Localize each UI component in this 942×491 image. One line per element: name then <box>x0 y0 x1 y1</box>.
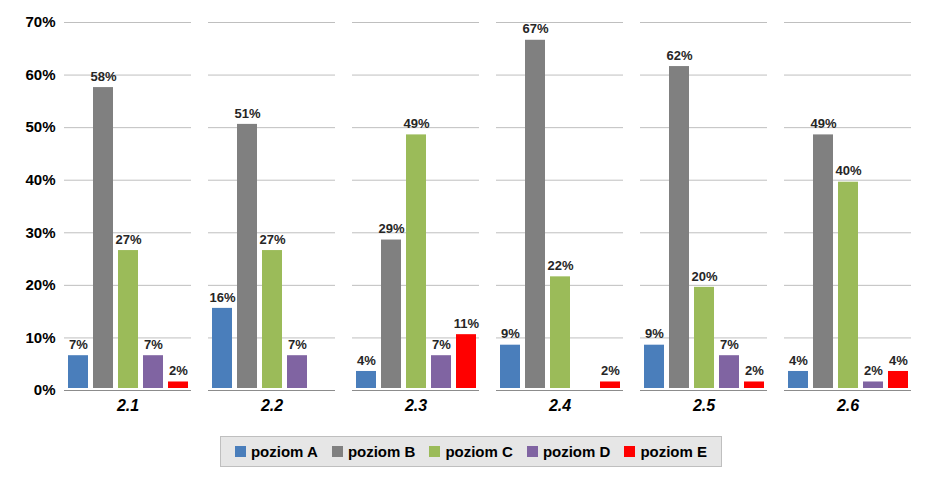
svg-text:7%: 7% <box>144 337 163 352</box>
svg-text:58%: 58% <box>90 69 116 84</box>
svg-text:67%: 67% <box>522 21 548 36</box>
svg-text:50%: 50% <box>25 118 55 135</box>
svg-text:7%: 7% <box>69 337 88 352</box>
svg-text:40%: 40% <box>25 171 55 188</box>
html-text:poziom E: poziom E <box>640 443 707 460</box>
svg-text:2%: 2% <box>745 363 764 378</box>
svg-text:70%: 70% <box>25 13 55 30</box>
svg-text:4%: 4% <box>889 353 908 368</box>
svg-text:16%: 16% <box>209 290 235 305</box>
svg-text:2.1: 2.1 <box>116 397 139 414</box>
svg-text:30%: 30% <box>25 224 55 241</box>
svg-text:2.6: 2.6 <box>836 397 859 414</box>
svg-text:4%: 4% <box>357 353 376 368</box>
svg-text:20%: 20% <box>25 276 55 293</box>
svg-text:2%: 2% <box>601 363 620 378</box>
svg-text:27%: 27% <box>115 232 141 247</box>
svg-text:27%: 27% <box>259 232 285 247</box>
svg-text:2%: 2% <box>169 363 188 378</box>
svg-text:2%: 2% <box>864 363 883 378</box>
svg-text:51%: 51% <box>234 106 260 121</box>
svg-text:0%: 0% <box>34 381 56 398</box>
svg-text:10%: 10% <box>25 329 55 346</box>
svg-text:2.4: 2.4 <box>548 397 571 414</box>
svg-text:22%: 22% <box>547 258 573 273</box>
svg-text:29%: 29% <box>378 221 404 236</box>
svg-text:60%: 60% <box>25 66 55 83</box>
svg-text:2.2: 2.2 <box>260 397 283 414</box>
html-text:poziom A: poziom A <box>250 443 318 460</box>
svg-text:49%: 49% <box>403 116 429 131</box>
svg-text:40%: 40% <box>835 163 861 178</box>
svg-text:20%: 20% <box>691 269 717 284</box>
svg-text:49%: 49% <box>810 116 836 131</box>
svg-text:7%: 7% <box>720 337 739 352</box>
svg-text:62%: 62% <box>666 48 692 63</box>
svg-text:9%: 9% <box>501 326 520 341</box>
svg-text:7%: 7% <box>432 337 451 352</box>
svg-text:9%: 9% <box>645 326 664 341</box>
svg-text:7%: 7% <box>288 337 307 352</box>
svg-text:2.3: 2.3 <box>404 397 427 414</box>
html-text:poziom C: poziom C <box>445 443 513 460</box>
svg-text:4%: 4% <box>789 353 808 368</box>
svg-text:2.5: 2.5 <box>692 397 716 414</box>
html-text:poziom D: poziom D <box>542 443 611 460</box>
html-text:poziom B: poziom B <box>347 443 416 460</box>
svg-text:11%: 11% <box>454 316 480 331</box>
